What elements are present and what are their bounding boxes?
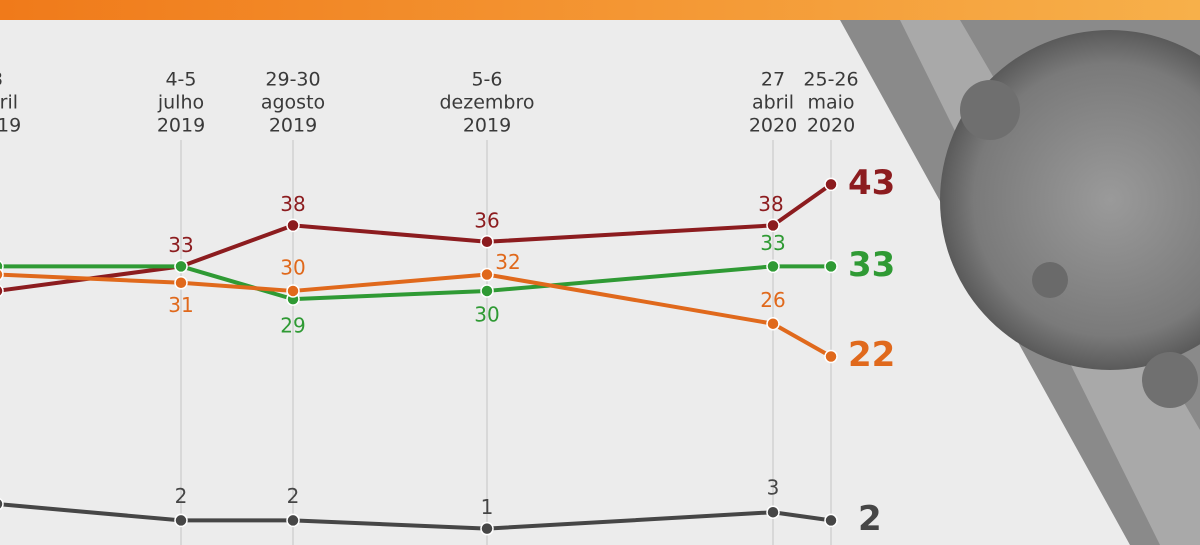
value-label: 2 <box>175 484 188 508</box>
value-label: 30 <box>474 302 499 326</box>
x-tick-label: 2020 <box>749 115 797 137</box>
plot: 3abril20194-5julho201929-30agosto20195-6… <box>0 69 895 545</box>
virus-decoration <box>1032 262 1068 298</box>
value-label: 32 <box>495 250 520 274</box>
data-point <box>480 235 494 249</box>
top-bar <box>0 0 1200 20</box>
data-point <box>0 497 4 511</box>
x-tick-label: maio <box>807 92 854 114</box>
data-point <box>824 259 838 274</box>
data-point <box>480 284 494 298</box>
x-tick-label: 29-30 <box>265 69 320 91</box>
x-tick-label: 27 <box>761 69 785 91</box>
x-tick-label: abril <box>752 92 794 114</box>
data-point <box>766 505 780 519</box>
x-tick-label: 4-5 <box>165 69 196 91</box>
end-label: 33 <box>848 245 895 285</box>
data-point <box>286 284 300 298</box>
x-tick-label: 2019 <box>0 115 21 137</box>
value-label: 26 <box>760 288 785 312</box>
series-line <box>0 264 831 302</box>
x-tick-label: 2019 <box>463 115 511 137</box>
x-tick-label: agosto <box>261 92 325 114</box>
data-point <box>766 259 780 274</box>
x-tick-label: 25-26 <box>803 69 858 91</box>
value-label: 3 <box>767 476 780 500</box>
value-label: 38 <box>758 192 783 216</box>
series-line <box>0 272 832 359</box>
value-label: 33 <box>760 231 785 255</box>
value-label: 29 <box>280 314 305 338</box>
virus-decoration <box>960 80 1020 140</box>
data-point <box>766 218 780 233</box>
end-label: 43 <box>848 163 895 203</box>
x-tick-label: abril <box>0 92 18 114</box>
value-label: 36 <box>474 208 499 232</box>
data-point <box>766 316 780 331</box>
data-point <box>824 177 838 192</box>
x-tick-label: 5-6 <box>471 69 502 91</box>
series-line <box>0 182 833 293</box>
data-point <box>0 284 4 297</box>
data-point <box>824 513 838 528</box>
value-label: 33 <box>168 233 193 257</box>
data-point <box>286 218 300 233</box>
value-label: 31 <box>168 293 193 317</box>
value-label: 1 <box>481 495 494 519</box>
series-line <box>0 502 832 531</box>
x-tick-label: 2019 <box>157 115 205 137</box>
end-label: 2 <box>858 499 882 539</box>
x-tick-label: dezembro <box>440 92 535 114</box>
value-label: 2 <box>287 484 300 508</box>
data-point <box>174 513 188 528</box>
data-point <box>0 268 4 281</box>
x-tick-label: 3 <box>0 69 3 91</box>
value-label: 30 <box>280 255 305 279</box>
data-point <box>174 259 188 274</box>
virus-decoration <box>1142 352 1198 408</box>
data-point <box>174 275 188 290</box>
data-point <box>286 513 300 528</box>
x-tick-label: julho <box>157 92 204 114</box>
data-point <box>480 521 494 536</box>
x-tick-label: 2020 <box>807 115 855 137</box>
x-tick-label: 2019 <box>269 115 317 137</box>
data-point <box>824 349 838 364</box>
end-label: 22 <box>848 335 895 375</box>
data-point <box>480 267 494 282</box>
value-label: 38 <box>280 192 305 216</box>
